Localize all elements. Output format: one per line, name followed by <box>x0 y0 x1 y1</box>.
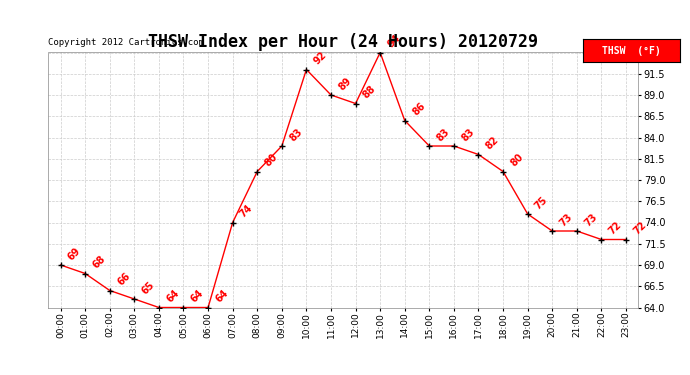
Text: 72: 72 <box>631 220 648 237</box>
Text: 64: 64 <box>214 288 230 305</box>
Text: 74: 74 <box>238 203 255 220</box>
Text: Copyright 2012 Cartronics.com: Copyright 2012 Cartronics.com <box>48 38 204 47</box>
Text: 64: 64 <box>189 288 206 305</box>
Text: 72: 72 <box>607 220 624 237</box>
Text: 65: 65 <box>140 280 157 296</box>
Text: 75: 75 <box>533 195 550 211</box>
Text: 83: 83 <box>435 126 451 143</box>
Text: 94: 94 <box>386 33 402 50</box>
Text: 80: 80 <box>263 152 279 169</box>
Title: THSW Index per Hour (24 Hours) 20120729: THSW Index per Hour (24 Hours) 20120729 <box>148 33 538 51</box>
Text: 69: 69 <box>66 246 83 262</box>
Text: 83: 83 <box>287 126 304 143</box>
Text: 66: 66 <box>115 271 132 288</box>
Text: THSW  (°F): THSW (°F) <box>602 46 661 56</box>
Text: 86: 86 <box>411 101 427 118</box>
Text: 73: 73 <box>558 211 574 228</box>
Text: 89: 89 <box>337 75 353 92</box>
Text: 83: 83 <box>460 126 476 143</box>
Text: 64: 64 <box>164 288 181 305</box>
Text: 73: 73 <box>582 211 599 228</box>
Text: 68: 68 <box>90 254 108 271</box>
Text: 82: 82 <box>484 135 501 152</box>
Text: 80: 80 <box>509 152 525 169</box>
Text: 92: 92 <box>312 50 328 67</box>
Text: 88: 88 <box>361 84 378 101</box>
